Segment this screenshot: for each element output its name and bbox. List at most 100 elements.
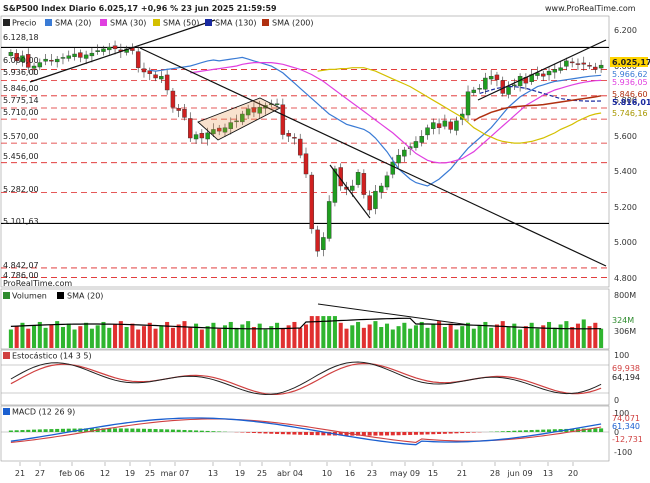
- x-tick-label-17: 28: [490, 469, 500, 478]
- candle-body-47: [280, 104, 286, 135]
- candle-body-99: [581, 62, 586, 65]
- legend-macd-label: MACD (12 26 9): [12, 408, 75, 417]
- candle-body-38: [228, 122, 234, 129]
- x-tick-label-11: 10: [322, 469, 332, 478]
- volume-bar-24: [147, 322, 152, 348]
- macd-hist-67: [396, 432, 401, 436]
- stoch-k-line: [10, 361, 602, 396]
- candle-body-79: [465, 91, 471, 116]
- macd-hist-65: [384, 432, 390, 436]
- volume-bar-56: [332, 316, 337, 348]
- macd-hist-28: [170, 429, 175, 432]
- legend-volume-label: Volumen: [12, 292, 47, 301]
- price-legend: Precio SMA (20) SMA (30) SMA (50) SMA (1…: [3, 19, 314, 28]
- macd-line: [10, 417, 602, 446]
- volume-bar-64: [379, 327, 384, 348]
- macd-hist-24: [147, 428, 152, 432]
- candle-body-46: [274, 103, 280, 105]
- macd-hist-17: [107, 428, 112, 432]
- candle-body-81: [477, 88, 482, 90]
- volume-bar-39: [234, 327, 239, 348]
- candle-body-8: [54, 58, 60, 63]
- candle-body-66: [390, 161, 396, 175]
- candle-body-10: [66, 55, 71, 59]
- volume-bar-0: [8, 329, 13, 348]
- macd-hist-32: [194, 430, 199, 432]
- legend-swatch-price: [3, 19, 10, 26]
- stoch-badge-1: 64,194: [612, 373, 640, 382]
- x-tick-label-5: 25: [145, 469, 155, 478]
- stoch-tick-100: 100: [614, 351, 629, 360]
- volume-bar-50: [298, 327, 303, 348]
- volume-bar-21: [130, 323, 135, 348]
- volume-bar-11: [72, 329, 77, 348]
- macd-hist-94: [552, 429, 557, 432]
- candle-body-1: [14, 53, 19, 62]
- sma-line-2: [317, 67, 602, 144]
- volume-bar-27: [165, 321, 170, 348]
- level-label-9: 5.101,63: [3, 217, 39, 226]
- price-marks: [8, 40, 604, 257]
- volume-bar-29: [176, 324, 181, 348]
- level-label-3: 5.846,00: [3, 84, 39, 93]
- candle-body-93: [546, 70, 552, 76]
- volume-bar-57: [338, 322, 343, 348]
- badge-sma20: 5.966,62: [612, 70, 648, 79]
- volume-bar-91: [535, 328, 540, 348]
- stoch-d-line: [10, 362, 602, 395]
- x-tick-label-10: abr 04: [277, 469, 303, 478]
- volume-bar-63: [373, 321, 378, 348]
- candle-body-102: [598, 64, 604, 69]
- macd-hist-101: [593, 428, 598, 432]
- volume-bar-23: [141, 326, 147, 348]
- volume-bar-38: [228, 321, 233, 348]
- level-label-8: 5.282,00: [3, 185, 39, 194]
- x-tick-label-8: 19: [235, 469, 245, 478]
- macd-hist-46: [275, 432, 280, 434]
- volume-bar-90: [529, 322, 534, 348]
- x-tick-label-18: jun 09: [506, 469, 532, 478]
- level-label-10: 4.842,07: [3, 261, 39, 270]
- volume-bar-44: [263, 329, 268, 348]
- volume-bar-3: [26, 328, 31, 348]
- candle-body-33: [199, 132, 205, 139]
- volume-bar-82: [483, 321, 488, 348]
- macd-hist-20: [124, 428, 129, 432]
- candle-body-95: [558, 67, 563, 71]
- level-label-1: 6.000,00: [3, 56, 39, 65]
- volume-bar-81: [477, 325, 482, 348]
- volume-bar-13: [84, 322, 89, 348]
- volume-bar-83: [489, 327, 494, 348]
- candle-body-40: [240, 113, 245, 123]
- macd-hist-64: [379, 432, 384, 436]
- candle-body-98: [575, 63, 581, 65]
- volume-bar-53: [315, 316, 320, 348]
- candle-body-60: [355, 172, 361, 185]
- candle-body-53: [315, 229, 320, 252]
- candle-body-31: [188, 118, 193, 139]
- level-label-5: 5.710,00: [3, 108, 39, 117]
- volume-bar-1: [14, 326, 19, 348]
- volume-bar-43: [257, 323, 262, 348]
- macd-hist-43: [257, 432, 262, 434]
- volume-bar-36: [217, 328, 222, 348]
- volume-bar-89: [523, 326, 528, 348]
- sma-line-0: [149, 56, 602, 187]
- candle-body-27: [164, 74, 170, 91]
- volume-bar-4: [32, 325, 37, 348]
- volume-bar-46: [275, 322, 280, 348]
- volume-bar-5: [37, 321, 42, 348]
- x-tick-label-13: 23: [367, 469, 377, 478]
- macd-hist-5: [37, 429, 42, 432]
- level-label-6: 5.570,00: [3, 132, 39, 141]
- macd-hist-49: [292, 432, 297, 435]
- volume-bar-2: [20, 322, 25, 348]
- candle-body-48: [286, 132, 291, 137]
- legend-swatch-stoch: [3, 352, 10, 359]
- macd-hist-47: [280, 432, 285, 435]
- x-tick-label-12: 16: [345, 469, 355, 478]
- badge-sma50: 5.746,16: [612, 109, 648, 118]
- volume-bar-7: [49, 324, 54, 348]
